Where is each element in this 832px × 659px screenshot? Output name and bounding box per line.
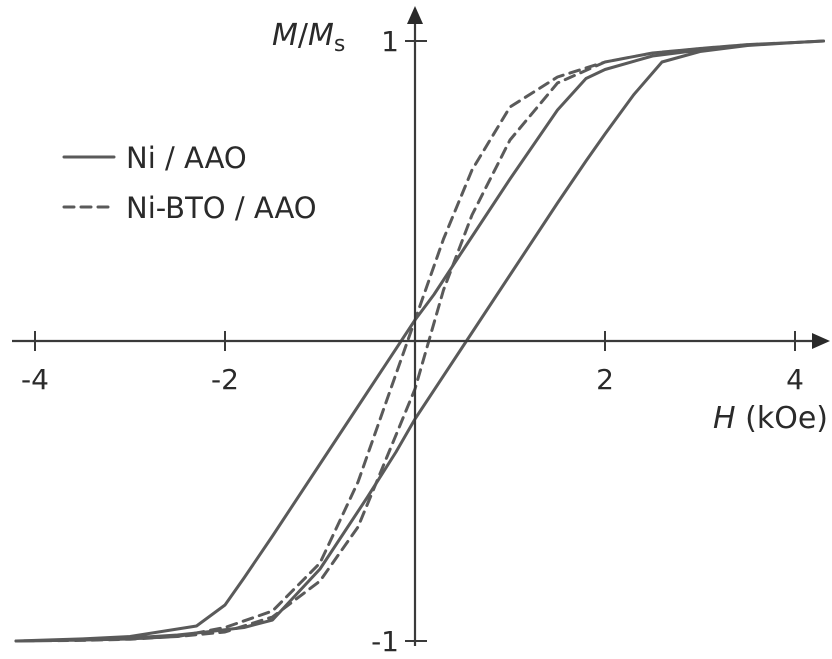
- y-tick-label: -1: [371, 625, 399, 658]
- x-tick-label: 2: [596, 363, 614, 396]
- y-axis-title-subvar: M: [308, 18, 334, 53]
- legend-label-ni-bto-aao: Ni-BTO / AAO: [126, 191, 317, 225]
- legend: Ni / AAO Ni-BTO / AAO: [62, 141, 317, 225]
- legend-label-ni-aao: Ni / AAO: [126, 141, 247, 175]
- x-axis-arrow-icon: [812, 333, 830, 349]
- y-axis-title: M/Ms: [272, 18, 345, 57]
- y-axis-title-var: M: [272, 18, 298, 53]
- x-tick-label: -4: [21, 363, 49, 396]
- y-axis-title-slash: /: [298, 18, 309, 53]
- x-axis-title: H (kOe): [713, 401, 828, 436]
- y-axis-title-sub: s: [334, 32, 345, 57]
- x-tick-label: -2: [211, 363, 239, 396]
- y-tick-label: 1: [381, 25, 399, 58]
- series-layer: [14, 39, 825, 643]
- x-axis-title-var: H: [713, 401, 736, 436]
- y-axis-arrow-icon: [407, 6, 423, 24]
- x-tick-label: 4: [786, 363, 804, 396]
- ticks-layer: -4 -2 2 4 1 -1: [21, 25, 804, 658]
- x-axis-title-unit: (kOe): [736, 401, 828, 436]
- series-ni-bto-aao: [14, 39, 825, 643]
